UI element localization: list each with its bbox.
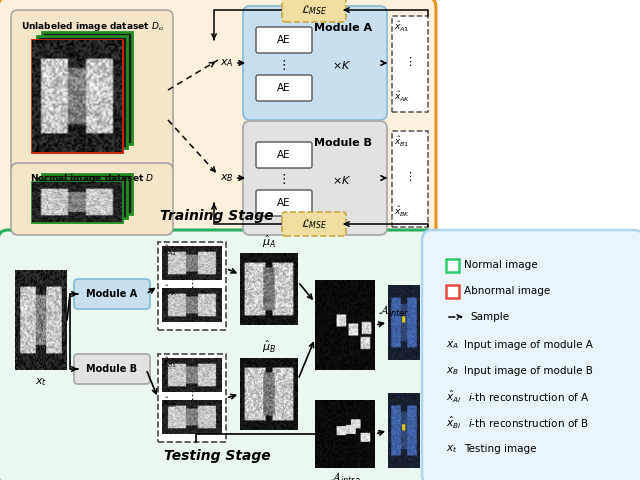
Text: Sample: Sample bbox=[470, 312, 509, 322]
Text: Abnormal image: Abnormal image bbox=[464, 286, 550, 296]
Text: $\hat{x}_{A1}$: $\hat{x}_{A1}$ bbox=[162, 244, 177, 258]
Text: $\hat{x}_{Bi}$: $\hat{x}_{Bi}$ bbox=[446, 415, 461, 431]
Text: $\mathcal{A}_{intra}$: $\mathcal{A}_{intra}$ bbox=[330, 471, 360, 480]
Text: $x_B$: $x_B$ bbox=[446, 365, 459, 377]
FancyBboxPatch shape bbox=[11, 10, 173, 172]
Bar bbox=[158, 354, 226, 442]
Text: $\mathcal{A}_{inter}$: $\mathcal{A}_{inter}$ bbox=[378, 304, 410, 319]
FancyBboxPatch shape bbox=[74, 279, 150, 309]
Text: $\hat{\mu}_A$: $\hat{\mu}_A$ bbox=[262, 234, 276, 250]
Text: Module B: Module B bbox=[314, 138, 372, 148]
Text: $\hat{x}_{AK}$: $\hat{x}_{AK}$ bbox=[394, 90, 411, 104]
Text: $\hat{\mu}_B$: $\hat{\mu}_B$ bbox=[262, 338, 276, 355]
Bar bbox=[32, 182, 122, 222]
FancyBboxPatch shape bbox=[243, 6, 387, 120]
Text: ⋮: ⋮ bbox=[186, 391, 198, 401]
Bar bbox=[37, 178, 127, 218]
Text: ⋮: ⋮ bbox=[278, 173, 291, 187]
Text: $\times K$: $\times K$ bbox=[332, 174, 351, 186]
FancyBboxPatch shape bbox=[74, 354, 150, 384]
Text: Input image of module A: Input image of module A bbox=[464, 340, 593, 350]
Bar bbox=[446, 259, 459, 272]
Bar bbox=[392, 16, 428, 112]
Text: Input image of module B: Input image of module B bbox=[464, 366, 593, 376]
Text: Module A: Module A bbox=[314, 23, 372, 33]
FancyBboxPatch shape bbox=[282, 0, 346, 22]
Text: $x_A$: $x_A$ bbox=[220, 57, 234, 69]
Text: Training Stage: Training Stage bbox=[160, 209, 274, 223]
Text: Normal image: Normal image bbox=[464, 260, 538, 270]
Text: $x_t$: $x_t$ bbox=[446, 443, 458, 455]
Text: $\times K$: $\times K$ bbox=[332, 59, 351, 71]
Text: $x_B$: $x_B$ bbox=[220, 172, 234, 184]
Bar bbox=[392, 131, 428, 227]
Text: $i$-th reconstruction of A: $i$-th reconstruction of A bbox=[468, 391, 589, 403]
Bar bbox=[32, 40, 122, 152]
Text: AE: AE bbox=[277, 35, 291, 45]
Text: ⋮: ⋮ bbox=[404, 172, 415, 182]
Text: $\hat{x}_{AK}$: $\hat{x}_{AK}$ bbox=[162, 284, 179, 298]
Text: Testing image: Testing image bbox=[464, 444, 536, 454]
Text: $x_A$: $x_A$ bbox=[446, 339, 459, 351]
FancyBboxPatch shape bbox=[256, 75, 312, 101]
Text: $\hat{x}_{B1}$: $\hat{x}_{B1}$ bbox=[162, 356, 177, 370]
Text: $i$-th reconstruction of B: $i$-th reconstruction of B bbox=[468, 417, 589, 429]
FancyBboxPatch shape bbox=[422, 230, 640, 480]
Text: Module B: Module B bbox=[86, 364, 138, 374]
Text: ⋮: ⋮ bbox=[404, 57, 415, 67]
Bar bbox=[42, 174, 132, 214]
Text: $\hat{x}_{B1}$: $\hat{x}_{B1}$ bbox=[394, 135, 410, 149]
Text: $\mathcal{L}_{MSE}$: $\mathcal{L}_{MSE}$ bbox=[301, 217, 327, 231]
FancyBboxPatch shape bbox=[11, 163, 173, 235]
FancyBboxPatch shape bbox=[256, 190, 312, 216]
FancyBboxPatch shape bbox=[243, 121, 387, 235]
Text: Normal image dataset $D$: Normal image dataset $D$ bbox=[30, 172, 154, 185]
Text: Unlabeled image dataset $D_u$: Unlabeled image dataset $D_u$ bbox=[20, 20, 163, 33]
Text: AE: AE bbox=[277, 198, 291, 208]
Text: AE: AE bbox=[277, 150, 291, 160]
Text: $\hat{x}_{BK}$: $\hat{x}_{BK}$ bbox=[394, 205, 411, 219]
Text: $x_t$: $x_t$ bbox=[35, 376, 47, 388]
Bar bbox=[37, 36, 127, 148]
Text: $\hat{x}_{A1}$: $\hat{x}_{A1}$ bbox=[394, 20, 410, 34]
FancyBboxPatch shape bbox=[0, 0, 436, 245]
Bar bbox=[446, 285, 459, 298]
FancyBboxPatch shape bbox=[0, 230, 436, 480]
FancyBboxPatch shape bbox=[256, 27, 312, 53]
Text: AE: AE bbox=[277, 83, 291, 93]
Text: $\hat{x}_{BK}$: $\hat{x}_{BK}$ bbox=[162, 396, 179, 410]
Text: ⋮: ⋮ bbox=[278, 59, 291, 72]
Text: Module A: Module A bbox=[86, 289, 138, 299]
FancyBboxPatch shape bbox=[282, 212, 346, 236]
Text: ⋮: ⋮ bbox=[186, 279, 198, 289]
Text: $\hat{x}_{Ai}$: $\hat{x}_{Ai}$ bbox=[446, 389, 461, 405]
Text: Testing Stage: Testing Stage bbox=[164, 449, 270, 463]
FancyBboxPatch shape bbox=[256, 142, 312, 168]
Bar bbox=[158, 242, 226, 330]
Bar bbox=[42, 32, 132, 144]
Text: $\mathcal{L}_{MSE}$: $\mathcal{L}_{MSE}$ bbox=[301, 3, 327, 17]
